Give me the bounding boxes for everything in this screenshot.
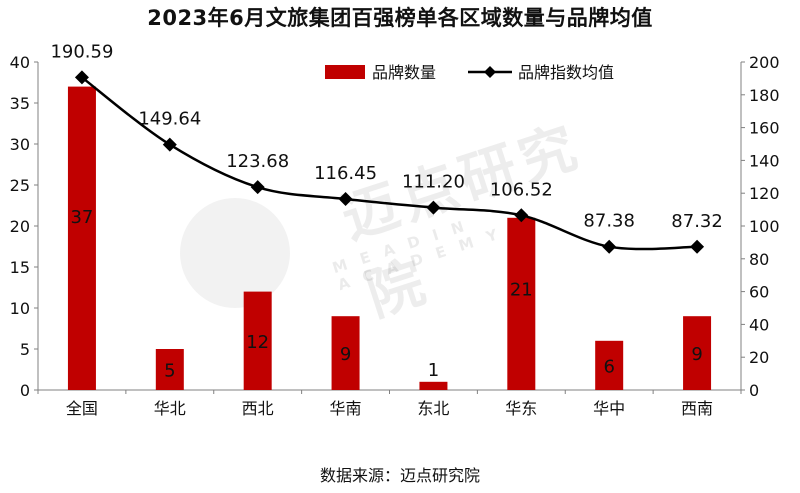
bar — [331, 316, 360, 390]
bar-data-label: 5 — [164, 361, 175, 382]
right-axis-tick-label: 100 — [749, 217, 780, 236]
right-axis-tick-label: 120 — [749, 184, 780, 203]
data-source: 数据来源：迈点研究院 — [319, 466, 480, 485]
chart-title: 2023年6月文旅集团百强榜单各区域数量与品牌均值 — [147, 6, 653, 30]
x-axis-tick-label: 西南 — [681, 399, 713, 418]
line-data-label: 87.32 — [671, 211, 723, 232]
left-axis-tick-label: 15 — [10, 258, 30, 277]
x-axis-tick-label: 全国 — [66, 399, 98, 418]
line-data-label: 87.38 — [583, 211, 635, 232]
left-axis-tick-label: 10 — [10, 299, 30, 318]
bar-data-label: 1 — [428, 360, 439, 381]
line-data-label: 116.45 — [314, 163, 377, 184]
right-axis-tick-label: 180 — [749, 86, 780, 105]
line-data-label: 106.52 — [490, 179, 553, 200]
bar-data-label: 21 — [510, 279, 533, 300]
line-data-label: 190.59 — [50, 41, 113, 62]
legend-line-label: 品牌指数均值 — [518, 63, 614, 82]
right-axis-tick-label: 80 — [749, 250, 769, 269]
left-axis-tick-label: 20 — [10, 217, 30, 236]
legend-line-marker — [484, 66, 496, 78]
left-axis-tick-label: 25 — [10, 176, 30, 195]
legend-bar-label: 品牌数量 — [372, 63, 436, 82]
bar — [683, 316, 712, 390]
right-axis-tick-label: 200 — [749, 53, 780, 72]
left-axis-tick-label: 0 — [20, 381, 30, 400]
x-axis-tick-label: 西北 — [242, 399, 274, 418]
x-axis-tick-label: 华南 — [330, 399, 362, 418]
right-axis-tick-label: 40 — [749, 315, 769, 334]
bar — [595, 340, 624, 390]
line-marker — [250, 180, 265, 195]
line-data-label: 149.64 — [138, 109, 201, 130]
bar-data-label: 12 — [246, 332, 269, 353]
left-axis-tick-label: 35 — [10, 94, 30, 113]
bar-data-label: 9 — [691, 344, 702, 365]
bar-data-label: 9 — [340, 344, 351, 365]
right-axis-tick-label: 160 — [749, 119, 780, 138]
line-marker — [690, 239, 705, 254]
right-axis-tick-label: 140 — [749, 151, 780, 170]
line-marker — [162, 137, 177, 152]
right-axis-tick-label: 0 — [749, 381, 759, 400]
x-axis-tick-label: 华中 — [593, 399, 625, 418]
bar — [155, 349, 184, 390]
bar — [419, 381, 448, 390]
left-axis-tick-label: 5 — [20, 340, 30, 359]
right-axis-tick-label: 60 — [749, 283, 769, 302]
bar — [67, 86, 96, 390]
legend-bar-swatch — [325, 65, 365, 79]
bar — [243, 291, 272, 390]
line-marker — [426, 200, 441, 215]
bar — [507, 217, 536, 390]
line-data-label: 123.68 — [226, 151, 289, 172]
line-marker — [514, 208, 529, 223]
x-axis-tick-label: 华北 — [154, 399, 186, 418]
right-axis-tick-label: 20 — [749, 348, 769, 367]
line-marker — [602, 239, 617, 254]
bar-data-label: 37 — [70, 207, 93, 228]
line-data-label: 111.20 — [402, 172, 465, 193]
bar-data-label: 6 — [603, 356, 614, 377]
left-axis-tick-label: 30 — [10, 135, 30, 154]
line-marker — [338, 192, 353, 207]
x-axis-tick-label: 华东 — [505, 399, 537, 418]
x-axis-tick-label: 东北 — [417, 399, 449, 418]
left-axis-tick-label: 40 — [10, 53, 30, 72]
line-marker — [74, 70, 89, 85]
